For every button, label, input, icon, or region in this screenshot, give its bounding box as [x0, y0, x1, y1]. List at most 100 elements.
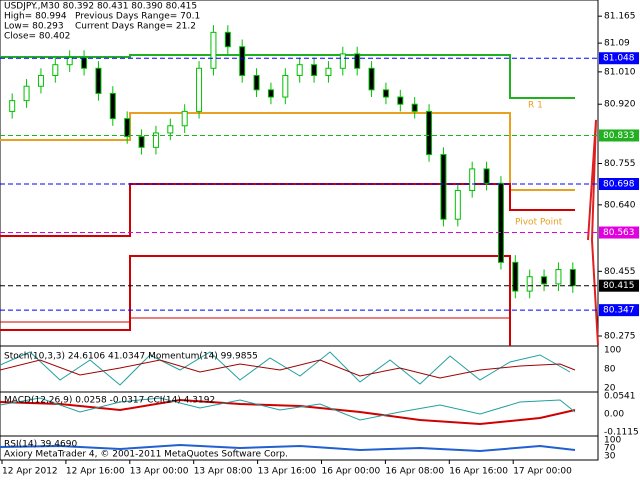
y-tick-label: 80.275 — [604, 332, 636, 342]
candle-body — [368, 67, 375, 91]
candle-body — [23, 85, 30, 102]
candle-body — [152, 132, 159, 148]
level-label: 80.347 — [603, 306, 635, 316]
x-tick-label: 16 Apr 08:00 — [385, 467, 444, 477]
candle-body — [483, 168, 490, 184]
candle-body — [555, 269, 562, 285]
annotation: R 1 — [528, 101, 543, 111]
candle-body — [196, 67, 203, 112]
candle-body — [224, 31, 231, 48]
x-tick-label: 17 Apr 00:00 — [513, 467, 572, 477]
level-box — [599, 226, 639, 239]
panel-axis-label: 70 — [604, 444, 616, 454]
candle-body — [282, 74, 289, 98]
panel-label: MACD(12,26,9) 0.0258 -0.0317 CCI(14) 4.3… — [4, 396, 215, 406]
info: Low= 80.293 — [4, 22, 64, 32]
candle-body — [37, 74, 44, 87]
header: USDJPY.,M30 80.392 80.431 80.390 80.415 — [4, 2, 197, 12]
candle-body — [411, 103, 418, 112]
candle-body — [181, 110, 188, 127]
macd-line — [0, 397, 576, 421]
candle-body — [239, 46, 246, 76]
level-box — [599, 279, 639, 292]
panel-label: Stoch(10,3,3) 24.6106 41.0347 Momentum(1… — [4, 352, 258, 362]
level-box — [599, 178, 639, 190]
candle-body — [469, 168, 476, 191]
y-tick-label: 80.640 — [604, 200, 636, 210]
candle-body — [95, 67, 102, 94]
candle-body — [124, 118, 131, 138]
y-tick-label: 81.010 — [604, 67, 636, 77]
arrow — [587, 119, 599, 346]
panel-axis-label: 30 — [604, 452, 616, 462]
x-tick-label: 12 Apr 2012 — [2, 467, 58, 477]
footer: Axiory MetaTrader 4, © 2001-2011 MetaQuo… — [4, 450, 288, 460]
x-tick-label: 13 Apr 08:00 — [194, 467, 253, 477]
level-label: 80.563 — [603, 228, 635, 238]
candle-body — [81, 57, 88, 69]
panel-axis-label: 20 — [604, 384, 616, 394]
candle-body — [382, 89, 389, 98]
candle-body — [267, 89, 274, 98]
y-tick-label: 80.920 — [604, 100, 636, 110]
candle-body — [52, 64, 59, 76]
r1-line — [0, 54, 575, 99]
candle-body — [497, 182, 504, 263]
range-line — [0, 317, 510, 323]
panel-axis-label: -0.1115 — [604, 428, 639, 438]
candle-body — [138, 136, 145, 148]
candle-body — [325, 67, 332, 76]
panel-axis-label: 80 — [604, 365, 616, 375]
candle-body — [454, 189, 461, 220]
candle-body — [311, 64, 318, 76]
y-tick-label: 81.165 — [604, 12, 636, 22]
candle-body — [541, 276, 548, 285]
level-label: 80.698 — [603, 180, 635, 190]
pivot-line — [0, 112, 575, 191]
level-label: 80.833 — [603, 131, 635, 141]
info: Close= 80.402 — [4, 32, 70, 42]
stoch-line — [0, 351, 571, 386]
range-line — [0, 255, 511, 346]
candle-body — [167, 125, 174, 134]
candle-body — [426, 110, 433, 156]
panel-axis-label: 0.00 — [604, 410, 624, 420]
y-tick-label: 80.455 — [604, 267, 636, 277]
candle-body — [512, 261, 519, 292]
panel-axis-label: 0.0541 — [604, 392, 636, 402]
panel-axis-label: 100 — [604, 436, 621, 446]
candle-body — [210, 31, 217, 69]
info: High= 80.994 — [4, 12, 67, 22]
y-tick-label: 81.09 — [604, 39, 630, 49]
level-box — [599, 52, 639, 65]
level-label: 81.048 — [603, 54, 635, 64]
rsi-line — [0, 443, 576, 453]
candle-body — [66, 57, 73, 66]
candle-body — [109, 92, 116, 120]
level-box — [599, 304, 639, 317]
info: Current Days Range= 21.2 — [75, 22, 196, 32]
panel-label: RSI(14) 39.4690 — [4, 440, 77, 450]
candle-body — [526, 276, 533, 292]
candle-body — [296, 64, 303, 76]
y-tick-label: 80.755 — [604, 159, 636, 169]
x-tick-label: 16 Apr 16:00 — [449, 467, 508, 477]
candle-body — [397, 96, 404, 105]
candle-body — [354, 53, 361, 69]
candle-body — [339, 53, 346, 69]
x-tick-label: 16 Apr 00:00 — [322, 467, 381, 477]
annotation: Pivot Point — [515, 218, 563, 228]
x-tick-label: 13 Apr 00:00 — [130, 467, 189, 477]
level-box — [599, 129, 639, 142]
macd-signal — [0, 398, 576, 426]
candle-body — [253, 74, 260, 91]
candle-body — [569, 269, 576, 287]
x-tick-label: 12 Apr 16:00 — [66, 467, 125, 477]
panel-axis-label: 100 — [604, 346, 621, 356]
level-label: 80.415 — [603, 281, 635, 291]
dynamic — [0, 15, 639, 464]
candle-body — [440, 154, 447, 220]
info: Previous Days Range= 70.1 — [75, 12, 200, 22]
